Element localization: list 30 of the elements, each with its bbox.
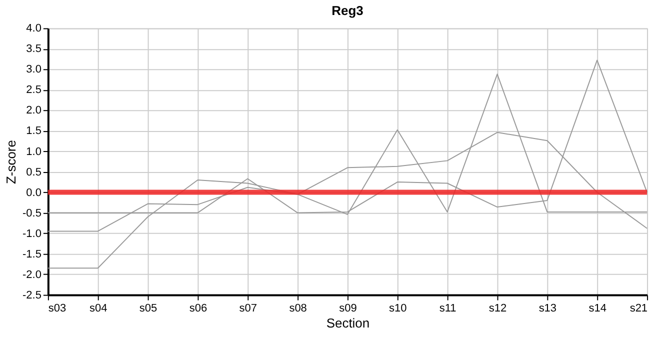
y-tick-label: -0.5 <box>22 207 42 220</box>
y-tick-label: -2.0 <box>22 268 42 281</box>
chart-title: Reg3 <box>332 3 364 18</box>
y-tick-label: 1.0 <box>26 146 42 158</box>
x-tick-label: s14 <box>588 302 606 314</box>
x-axis-title: Section <box>326 315 370 330</box>
y-tick-label: 2.0 <box>26 104 42 117</box>
x-tick-label: s06 <box>189 302 208 314</box>
x-tick-label: s09 <box>339 302 357 314</box>
x-tick-label: s10 <box>389 302 407 314</box>
x-tick-label: s12 <box>488 302 507 314</box>
x-tick-label: s05 <box>139 302 158 314</box>
y-axis-title: Z-score <box>4 140 19 184</box>
x-tick-label: s08 <box>289 302 307 314</box>
y-tick-label: 0.5 <box>26 166 42 178</box>
x-tick-label: s03 <box>48 302 66 314</box>
x-tick-label: s13 <box>538 302 557 314</box>
x-tick-label: s21 <box>630 302 648 314</box>
y-tick-label: 3.5 <box>26 43 42 56</box>
y-tick-label: -1.5 <box>22 248 42 260</box>
y-tick-label: 0.0 <box>26 186 42 199</box>
y-tick-label: -2.5 <box>22 289 42 302</box>
x-tick-label: s04 <box>90 302 108 314</box>
x-tick-label: s07 <box>239 302 257 314</box>
y-tick-label: 4.0 <box>26 22 42 35</box>
x-tick-label: s11 <box>439 302 456 314</box>
y-tick-label: 2.5 <box>26 84 42 96</box>
y-tick-label: 3.0 <box>26 64 42 76</box>
y-tick-label: -1.0 <box>22 228 42 240</box>
y-tick-label: 1.5 <box>26 125 42 138</box>
